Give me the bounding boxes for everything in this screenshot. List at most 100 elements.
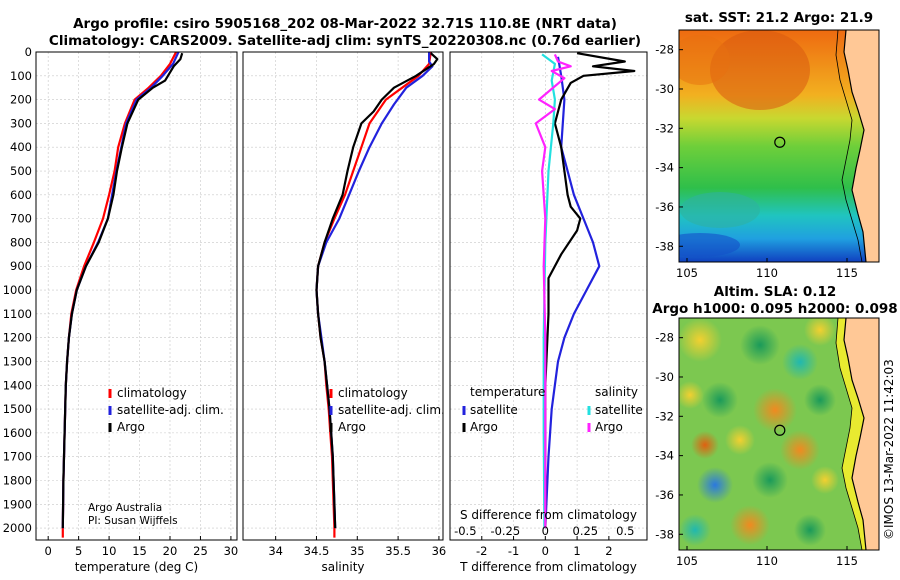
sla-blob: [691, 431, 719, 459]
top-x-tick-label: 0.25: [573, 524, 599, 538]
y-tick-label: 200: [10, 93, 32, 107]
x-axis-label: T difference from climatology: [459, 560, 637, 574]
sla-blob: [780, 430, 820, 470]
s-difference-label: S difference from climatology: [460, 508, 637, 522]
y-tick-label: 1200: [3, 331, 32, 345]
sla-shelf: [836, 318, 866, 550]
x-axis-label: salinity: [321, 560, 364, 574]
y-tick-label: 500: [10, 164, 32, 178]
map-y-tick-label: -30: [655, 370, 674, 384]
sst-map-frame: [678, 29, 880, 263]
map-x-tick-label: 110: [756, 554, 778, 568]
figure-title-line1: Argo profile: csiro 5905168_202 08-Mar-2…: [73, 16, 617, 32]
difference-legend: temperature salinity satellite Argo satellit…: [462, 385, 643, 434]
x-tick-label: 10: [102, 544, 117, 558]
argo-note-line: PI: Susan Wijffels: [88, 515, 178, 527]
sla-blob: [679, 381, 704, 409]
legend-title-salinity: salinity: [595, 385, 638, 399]
sla-land: [844, 318, 879, 550]
map-y-tick-label: -38: [655, 527, 674, 541]
map-y-tick-label: -36: [655, 488, 674, 502]
x-tick-label: 20: [163, 544, 178, 558]
legend-title-temperature: temperature: [470, 385, 545, 399]
y-tick-label: 300: [10, 116, 32, 130]
sla-blob: [753, 388, 797, 432]
x-tick-label: -1: [508, 544, 519, 558]
figure-title-line2: Climatology: CARS2009. Satellite-adj cli…: [49, 33, 641, 49]
map-x-tick-label: 110: [756, 266, 778, 280]
map-y-tick-label: -28: [655, 331, 674, 345]
y-tick-label: 900: [10, 259, 32, 273]
legend-label: satellite-adj. clim.: [117, 403, 224, 417]
y-tick-label: 100: [10, 69, 32, 83]
legend-label: Argo: [117, 420, 145, 434]
sla-blob: [679, 514, 711, 546]
sst-blue-patch: [679, 233, 740, 257]
sla-blob: [702, 382, 738, 418]
map-y-tick-label: -34: [655, 449, 674, 463]
sst-isobath: [835, 30, 863, 262]
x-tick-label: 5: [75, 544, 82, 558]
map-x-tick-label: 105: [676, 266, 698, 280]
sla-blob: [752, 462, 788, 498]
sla-blob: [794, 514, 826, 546]
x-tick-label: 30: [224, 544, 239, 558]
y-tick-label: 1600: [3, 426, 32, 440]
series-line-temperature-argo: [544, 52, 636, 529]
y-tick-label: 1900: [3, 497, 32, 511]
x-tick-label: 1: [573, 544, 580, 558]
top-x-tick-label: -0.5: [454, 524, 476, 538]
legend-label: Argo: [338, 420, 366, 434]
map-y-tick-label: -38: [655, 239, 674, 253]
sst-argo-marker: [774, 136, 786, 148]
sla-blob: [740, 325, 780, 365]
y-tick-label: 0: [25, 45, 32, 59]
sla-argo-marker: [774, 424, 786, 436]
series-line-salinity-argo: [534, 53, 572, 529]
argo-note-line: Argo Australia: [88, 502, 162, 514]
sst-cool-patch: [680, 192, 760, 228]
sst-map: sat. SST: 21.2 Argo: 21.9 105 110 115 -28 -3…: [655, 10, 880, 280]
map-y-tick-label: -36: [655, 200, 674, 214]
sla-blob: [804, 318, 836, 346]
series-line-climatology: [61, 51, 178, 538]
y-tick-label: 1400: [3, 378, 32, 392]
series-line-argo: [61, 52, 184, 529]
x-axis-label: temperature (deg C): [75, 560, 198, 574]
sla-blob: [782, 344, 818, 380]
x-tick-label: 36: [432, 544, 447, 558]
x-tick-label: 34: [268, 544, 283, 558]
y-tick-label: 1300: [3, 354, 32, 368]
y-tick-label: 2000: [3, 521, 32, 535]
salinity-legend: climatology satellite-adj. clim. Argo: [329, 386, 445, 434]
credit-text: ©IMOS 13-Mar-2022 11:42:03: [882, 359, 896, 540]
legend-label: Argo: [470, 420, 498, 434]
sla-map-title-line1: Altim. SLA: 0.12: [714, 284, 836, 300]
map-y-tick-label: -32: [655, 121, 674, 135]
y-tick-label: 800: [10, 235, 32, 249]
y-tick-label: 1100: [3, 307, 32, 321]
sst-warm-patch: [710, 30, 810, 110]
legend-label: climatology: [117, 386, 187, 400]
map-y-tick-label: -30: [655, 82, 674, 96]
sla-isobath: [835, 318, 863, 550]
map-x-tick-label: 115: [836, 554, 858, 568]
top-x-tick-label: 0: [542, 524, 549, 538]
sla-map-frame: [678, 317, 880, 551]
temperature-legend: climatology satellite-adj. clim. Argo: [108, 386, 224, 434]
top-x-tick-label: 0.5: [616, 524, 634, 538]
top-x-tick-label: -0.25: [490, 524, 520, 538]
map-y-tick-label: -28: [655, 43, 674, 57]
y-tick-label: 1000: [3, 283, 32, 297]
y-tick-label: 700: [10, 212, 32, 226]
sla-blob: [811, 466, 839, 494]
x-tick-label: 34.5: [304, 544, 330, 558]
sla-coastline: [843, 318, 867, 550]
y-tick-label: 1500: [3, 402, 32, 416]
series-line-argo: [315, 52, 439, 529]
legend-label: satellite: [595, 403, 643, 417]
axes-frame: [35, 51, 238, 541]
difference-top-axis: S difference from climatology -0.5 -0.25 0 0…: [454, 508, 637, 538]
